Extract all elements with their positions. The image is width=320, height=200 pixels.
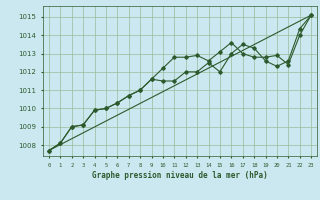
X-axis label: Graphe pression niveau de la mer (hPa): Graphe pression niveau de la mer (hPa) (92, 171, 268, 180)
